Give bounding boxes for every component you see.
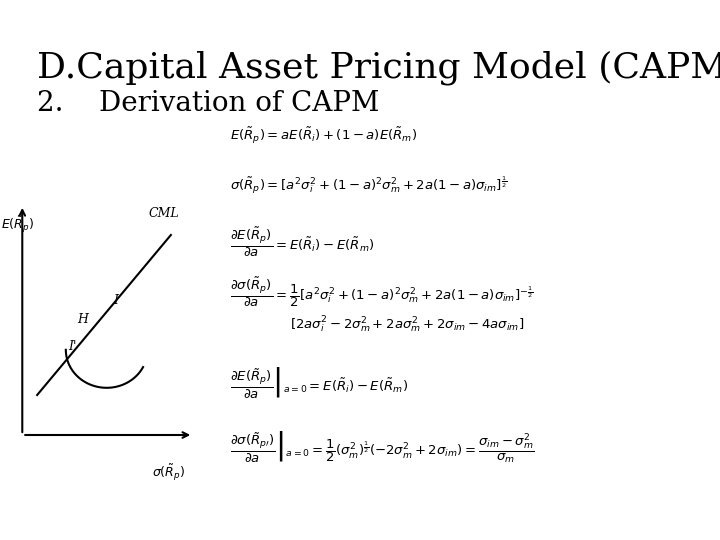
Text: $E(\tilde{R}_p) = aE(\tilde{R}_i) + (1-a)E(\tilde{R}_m)$: $E(\tilde{R}_p) = aE(\tilde{R}_i) + (1-a… xyxy=(230,125,418,145)
Text: CML: CML xyxy=(148,207,179,220)
Text: $\left.\dfrac{\partial E(\tilde{R}_p)}{\partial a}\right|_{a=0} = E(\tilde{R}_i): $\left.\dfrac{\partial E(\tilde{R}_p)}{\… xyxy=(230,365,408,400)
Text: D.Capital Asset Pricing Model (CAPM): D.Capital Asset Pricing Model (CAPM) xyxy=(37,50,720,85)
Text: $\dfrac{\partial \sigma(\tilde{R}_p)}{\partial a} = \dfrac{1}{2}[a^2\sigma_i^2 +: $\dfrac{\partial \sigma(\tilde{R}_p)}{\p… xyxy=(230,275,534,309)
Text: $\dfrac{\partial E(\tilde{R}_p)}{\partial a} = E(\tilde{R}_i) - E(\tilde{R}_m)$: $\dfrac{\partial E(\tilde{R}_p)}{\partia… xyxy=(230,225,375,259)
Text: $\sigma(\tilde{R}_p)$: $\sigma(\tilde{R}_p)$ xyxy=(153,463,186,483)
Text: $E(\tilde{R}_p)$: $E(\tilde{R}_p)$ xyxy=(1,215,35,235)
Text: 2.    Derivation of CAPM: 2. Derivation of CAPM xyxy=(37,90,379,117)
Text: H: H xyxy=(77,313,88,326)
Text: $[2a\sigma_i^2 - 2\sigma_m^2 + 2a\sigma_m^2 + 2\sigma_{im} - 4a\sigma_{im}]$: $[2a\sigma_i^2 - 2\sigma_m^2 + 2a\sigma_… xyxy=(289,315,524,335)
Text: $\left.\dfrac{\partial \sigma(\tilde{R}_{p\prime})}{\partial a}\right|_{a=0} = \: $\left.\dfrac{\partial \sigma(\tilde{R}_… xyxy=(230,430,535,465)
Text: I: I xyxy=(114,294,119,307)
Text: I': I' xyxy=(68,340,77,353)
Text: $\sigma(\tilde{R}_p) = [a^2\sigma_i^2 + (1-a)^2\sigma_m^2 + 2a(1-a)\sigma_{im}]^: $\sigma(\tilde{R}_p) = [a^2\sigma_i^2 + … xyxy=(230,175,508,196)
